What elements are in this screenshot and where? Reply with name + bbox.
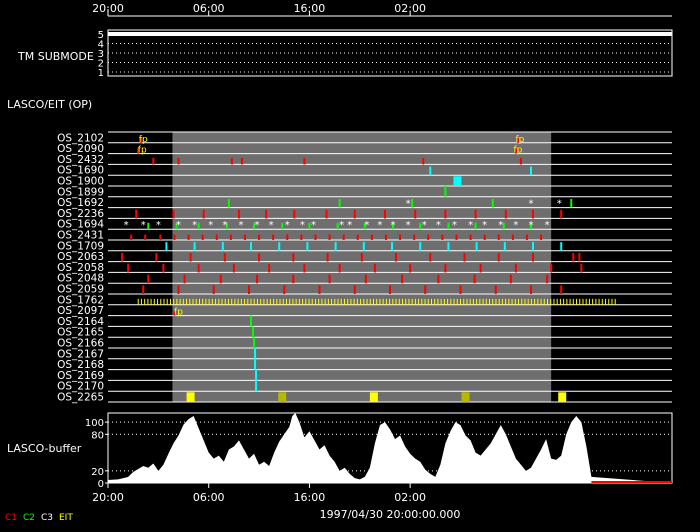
asterisk-mark: * — [222, 220, 227, 231]
row-label: OS_1692 — [57, 197, 104, 209]
bottom-tick-label: 20:00 — [92, 491, 124, 504]
asterisk-mark: * — [482, 220, 487, 231]
tm-level-tick: 4 — [98, 40, 104, 51]
legend-entry: C3 — [41, 513, 53, 523]
top-tick-label: 20:00 — [92, 2, 124, 15]
tm-level-tick: 3 — [98, 49, 104, 60]
asterisk-mark: * — [557, 199, 562, 210]
row-label: OS_2236 — [57, 208, 104, 220]
asterisk-mark: * — [141, 220, 146, 231]
fp-mark: fp — [138, 146, 147, 156]
asterisk-mark: * — [545, 220, 550, 231]
row-label: OS_1709 — [57, 240, 104, 252]
row-label: OS_2168 — [57, 359, 104, 371]
asterisk-mark: * — [498, 220, 503, 231]
asterisk-mark: * — [124, 220, 129, 231]
asterisk-mark: * — [269, 220, 274, 231]
event-block — [461, 392, 470, 402]
row-label: OS_2048 — [57, 273, 104, 285]
asterisk-mark: * — [192, 220, 197, 231]
asterisk-mark: * — [255, 220, 260, 231]
asterisk-mark: * — [513, 220, 518, 231]
asterisk-mark: * — [529, 220, 534, 231]
row-label: OS_2063 — [57, 251, 104, 263]
fp-mark: fp — [515, 135, 524, 145]
event-block — [186, 392, 195, 402]
event-block — [453, 176, 462, 186]
row-label: OS_1762 — [57, 294, 104, 306]
asterisk-mark: * — [422, 220, 427, 231]
asterisk-mark: * — [208, 220, 213, 231]
top-tick-label: 06:00 — [193, 2, 225, 15]
asterisk-mark: * — [300, 220, 305, 231]
row-label: OS_2167 — [57, 348, 104, 360]
asterisk-mark: * — [347, 220, 352, 231]
buffer-label: LASCO-buffer — [7, 442, 82, 455]
buffer-area — [108, 413, 672, 483]
row-label: OS_2102 — [57, 132, 104, 144]
row-label: OS_2170 — [57, 381, 104, 393]
asterisk-mark: * — [468, 220, 473, 231]
fp-mark: fp — [513, 146, 522, 156]
event-block — [369, 392, 378, 402]
event-block — [558, 392, 567, 402]
asterisk-mark: * — [436, 220, 441, 231]
row-label: OS_2164 — [57, 316, 104, 328]
asterisk-mark: * — [406, 220, 411, 231]
row-label: OS_2058 — [57, 262, 104, 274]
tm-submode-label: TM SUBMODE — [17, 50, 94, 63]
asterisk-mark: * — [156, 220, 161, 231]
row-label: OS_2090 — [57, 143, 104, 155]
row-label: OS_1694 — [57, 219, 104, 231]
asterisk-mark: * — [238, 220, 243, 231]
asterisk-mark: * — [285, 220, 290, 231]
top-tick-label: 02:00 — [394, 2, 426, 15]
asterisk-mark: * — [364, 220, 369, 231]
top-tick-label: 16:00 — [294, 2, 326, 15]
legend-entry: C2 — [23, 513, 35, 523]
legend-entry: C1 — [5, 513, 17, 523]
asterisk-mark: * — [391, 220, 396, 231]
asterisk-mark: * — [176, 220, 181, 231]
row-label: OS_2169 — [57, 370, 104, 382]
fp-mark: fp — [174, 308, 183, 318]
buffer-y-tick: 80 — [91, 430, 104, 441]
row-label: OS_1900 — [57, 176, 104, 188]
tm-level-tick: 2 — [98, 59, 104, 70]
row-label: OS_2431 — [57, 230, 104, 242]
buffer-y-tick: 100 — [85, 418, 104, 429]
asterisk-mark: * — [452, 220, 457, 231]
buffer-y-tick: 20 — [91, 467, 104, 478]
row-label: OS_2432 — [57, 154, 104, 166]
row-label: OS_2166 — [57, 338, 104, 350]
row-label: OS_1690 — [57, 165, 104, 177]
event-block — [278, 392, 287, 402]
buffer-y-tick: 0 — [98, 479, 104, 490]
asterisk-mark: * — [311, 220, 316, 231]
asterisk-mark: * — [377, 220, 382, 231]
instrument-label: LASCO/EIT (OP) — [7, 98, 92, 111]
bottom-tick-label: 02:00 — [394, 491, 426, 504]
tm-level-tick: 1 — [98, 68, 104, 79]
fp-mark: fp — [139, 135, 148, 145]
shaded-window — [172, 132, 552, 402]
row-label: OS_2097 — [57, 305, 104, 317]
bottom-tick-label: 16:00 — [294, 491, 326, 504]
asterisk-mark: * — [339, 220, 344, 231]
asterisk-mark: * — [529, 199, 534, 210]
row-label: OS_2059 — [57, 284, 104, 296]
row-label: OS_2165 — [57, 327, 104, 339]
asterisk-mark: * — [406, 199, 411, 210]
datetime-label: 1997/04/30 20:00:00.000 — [320, 508, 461, 521]
bottom-tick-label: 06:00 — [193, 491, 225, 504]
row-label: OS_1899 — [57, 186, 104, 198]
row-label: OS_2265 — [57, 392, 104, 404]
tm-level-tick: 5 — [98, 30, 104, 41]
legend-entry: EIT — [59, 513, 73, 523]
